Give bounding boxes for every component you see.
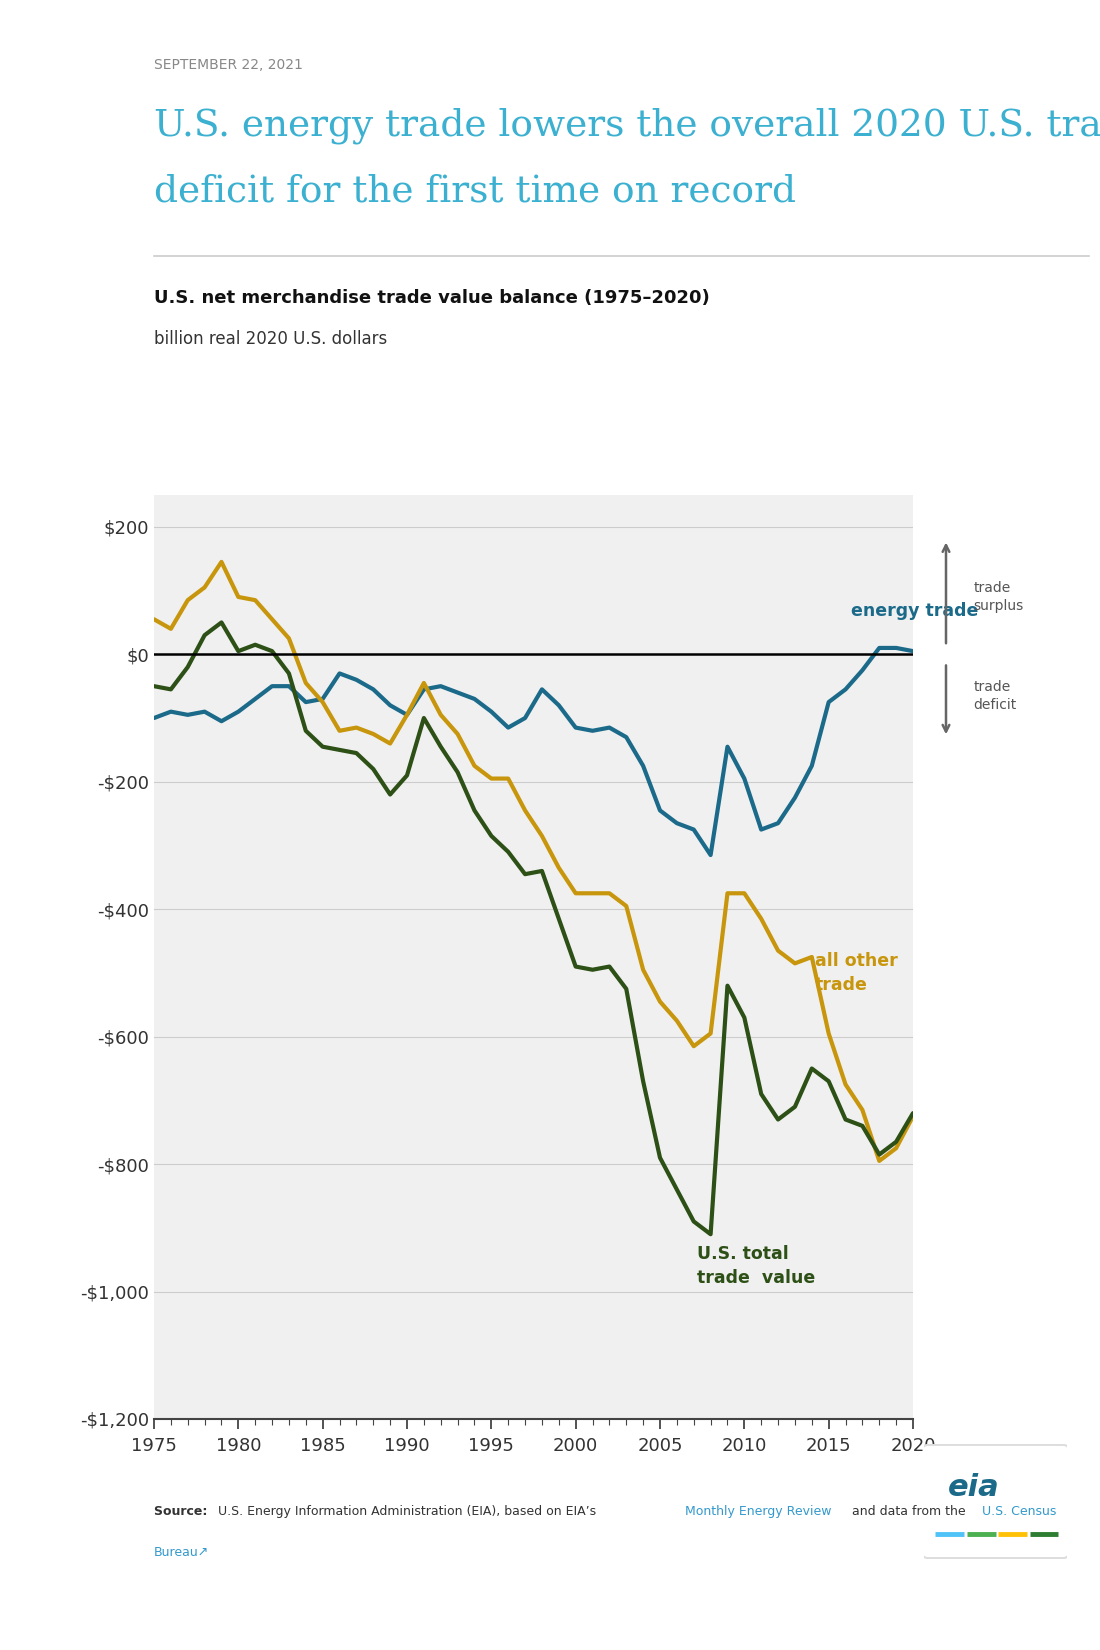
- Text: U.S. total
trade  value: U.S. total trade value: [697, 1246, 815, 1287]
- Text: Monthly Energy Review: Monthly Energy Review: [685, 1505, 832, 1518]
- Text: trade
surplus: trade surplus: [974, 581, 1024, 614]
- Text: deficit for the first time on record: deficit for the first time on record: [154, 173, 796, 210]
- Text: U.S. Census: U.S. Census: [982, 1505, 1057, 1518]
- Text: eia: eia: [948, 1473, 1000, 1502]
- Text: SEPTEMBER 22, 2021: SEPTEMBER 22, 2021: [154, 58, 302, 71]
- Text: Source:: Source:: [154, 1505, 212, 1518]
- Text: billion real 2020 U.S. dollars: billion real 2020 U.S. dollars: [154, 330, 387, 348]
- Text: energy trade: energy trade: [850, 602, 978, 620]
- Text: U.S. Energy Information Administration (EIA), based on EIA’s: U.S. Energy Information Administration (…: [218, 1505, 600, 1518]
- Text: U.S. energy trade lowers the overall 2020 U.S. trade: U.S. energy trade lowers the overall 202…: [154, 107, 1100, 144]
- Text: all other
trade: all other trade: [815, 952, 898, 993]
- Text: trade
deficit: trade deficit: [974, 680, 1016, 711]
- Text: Bureau↗: Bureau↗: [154, 1546, 209, 1559]
- Text: U.S. net merchandise trade value balance (1975–2020): U.S. net merchandise trade value balance…: [154, 289, 710, 307]
- Text: and data from the: and data from the: [848, 1505, 970, 1518]
- FancyBboxPatch shape: [923, 1445, 1068, 1558]
